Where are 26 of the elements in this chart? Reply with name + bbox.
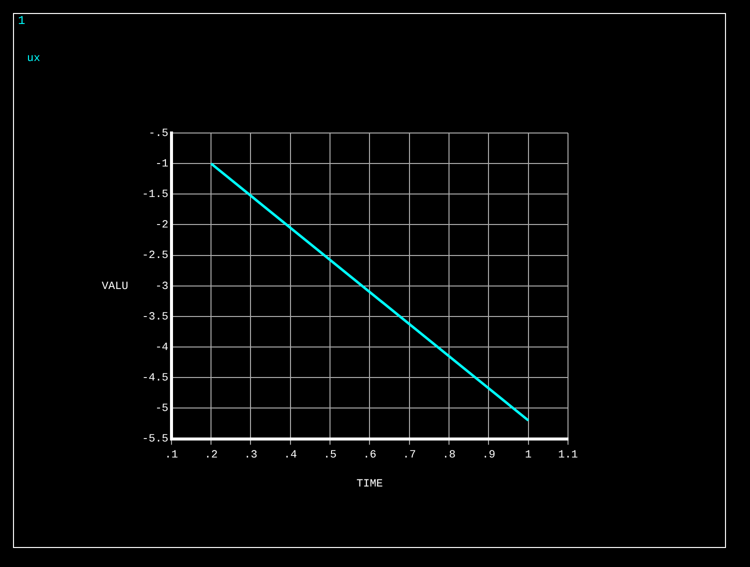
x-tick-label: .8 (442, 449, 456, 462)
x-tick-label: .2 (204, 449, 218, 462)
y-tick-label: -2.5 (142, 250, 168, 262)
x-tick-label: 1.1 (558, 449, 578, 462)
y-tick-label: -3 (155, 280, 168, 293)
x-tick-label: 1 (525, 449, 532, 462)
x-tick-label: .9 (482, 449, 496, 462)
y-tick-label: -4.5 (142, 372, 168, 385)
x-tick-label: .7 (402, 449, 416, 462)
y-tick-label: -1 (155, 158, 169, 170)
x-tick-label: .6 (363, 449, 376, 462)
y-tick-label: -1.5 (142, 189, 168, 202)
y-tick-label: -2 (155, 220, 168, 232)
text: ux (27, 52, 41, 65)
y-axis-title: VALU (102, 280, 128, 293)
x-tick-label: .3 (244, 449, 258, 462)
x-tick-label: .5 (323, 449, 337, 462)
x-axis-title: TIME (356, 478, 384, 491)
y-tick-label: -5.5 (142, 434, 168, 446)
text: 1 (18, 14, 26, 28)
x-tick-label: .4 (284, 449, 298, 462)
y-tick-label: -5 (155, 403, 168, 416)
x-tick-label: .1 (164, 449, 178, 462)
y-tick-label: -.5 (148, 128, 168, 140)
y-tick-label: -3.5 (142, 311, 168, 324)
y-tick-label: -4 (155, 342, 169, 354)
